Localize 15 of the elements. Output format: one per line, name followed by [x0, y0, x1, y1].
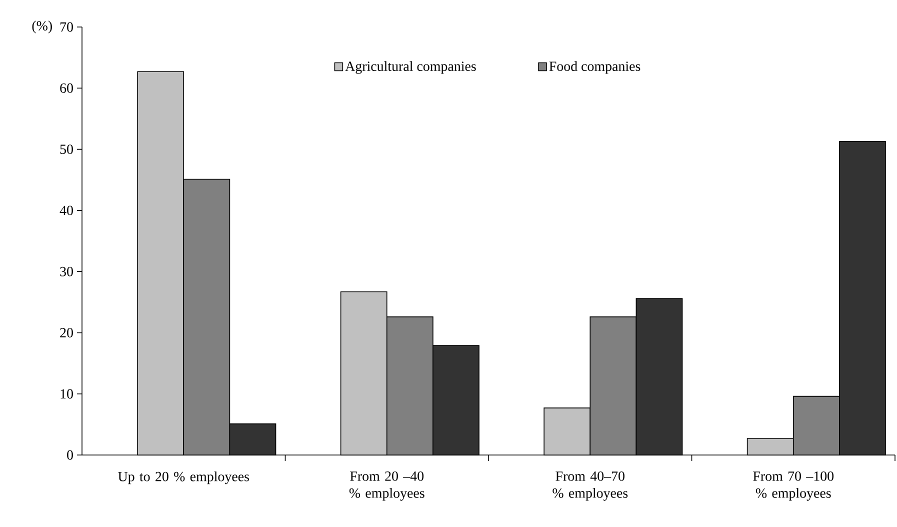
x-tick-label: From 20 –40 % employees	[349, 471, 424, 501]
y-tick-label: 40	[60, 206, 73, 216]
y-axis-title: (%)	[32, 20, 52, 34]
x-tick-label: Up to 20 % employees	[118, 471, 249, 484]
y-tick-label: 70	[60, 22, 73, 32]
y-tick-label: 0	[67, 450, 73, 460]
y-tick-label: 20	[60, 328, 73, 338]
y-tick-label: 60	[60, 83, 73, 93]
y-tick-label: 30	[60, 266, 73, 276]
y-tick-label: 10	[60, 389, 73, 399]
x-tick-label: From 40–70 % employees	[552, 471, 628, 501]
legend-label: Food companies	[549, 61, 640, 74]
legend-label: Agricultural companies	[345, 61, 476, 74]
y-tick-label: 50	[60, 144, 73, 154]
x-tick-label: From 70 –100 % employees	[753, 471, 834, 501]
